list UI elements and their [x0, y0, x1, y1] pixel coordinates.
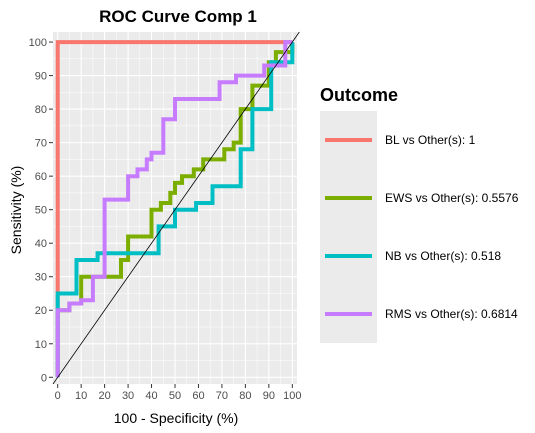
x-tick-label: 80: [239, 390, 251, 402]
x-tick-label: 30: [122, 390, 134, 402]
roc-line-nb: [55, 42, 295, 378]
legend: Outcome BL vs Other(s): 1 EWS vs Other(s)…: [320, 85, 519, 343]
y-tick-label: 70: [35, 138, 47, 150]
chart-title: ROC Curve Comp 1: [99, 7, 257, 26]
x-tick-label: 100: [283, 390, 301, 402]
roc-line-rms: [55, 40, 293, 378]
legend-label: NB vs Other(s): 0.518: [385, 249, 501, 263]
x-axis-title: 100 - Specificity (%): [114, 410, 238, 426]
y-tick-label: 60: [35, 171, 47, 183]
x-tick-label: 40: [145, 390, 157, 402]
x-tick-label: 10: [75, 390, 87, 402]
x-tick-label: 90: [263, 390, 275, 402]
y-tick-label: 20: [35, 305, 47, 317]
legend-label: BL vs Other(s): 1: [385, 133, 476, 147]
reference-diagonal: [52, 31, 300, 385]
y-tick-label: 90: [35, 71, 47, 83]
y-tick-label: 40: [35, 238, 47, 250]
x-tick-label: 50: [169, 390, 181, 402]
roc-line-ews: [55, 42, 295, 378]
legend-label: RMS vs Other(s): 0.6814: [385, 307, 518, 321]
axes: 0 10 20 30 40 50 60 70 80 90 100 0 10 20 30 40 50 60 70 80 9…: [29, 37, 302, 402]
x-tick-label: 0: [55, 390, 61, 402]
y-tick-label: 30: [35, 272, 47, 284]
y-tick-label: 10: [35, 339, 47, 351]
y-tick-label: 80: [35, 104, 47, 116]
roc-line-bl: [55, 40, 293, 378]
y-tick-label: 50: [35, 205, 47, 217]
y-tick-label: 100: [29, 37, 47, 49]
x-tick-label: 70: [216, 390, 228, 402]
x-tick-label: 20: [98, 390, 110, 402]
legend-title: Outcome: [320, 85, 398, 105]
x-tick-label: 60: [192, 390, 204, 402]
legend-label: EWS vs Other(s): 0.5576: [385, 191, 519, 205]
y-tick-label: 0: [41, 372, 47, 384]
y-axis-title: Sensitivity (%): [8, 166, 24, 255]
series-lines: [52, 31, 300, 385]
